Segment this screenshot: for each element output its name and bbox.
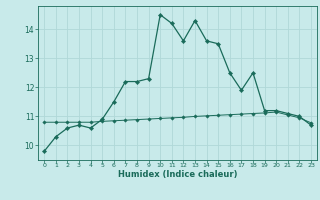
X-axis label: Humidex (Indice chaleur): Humidex (Indice chaleur) bbox=[118, 170, 237, 179]
